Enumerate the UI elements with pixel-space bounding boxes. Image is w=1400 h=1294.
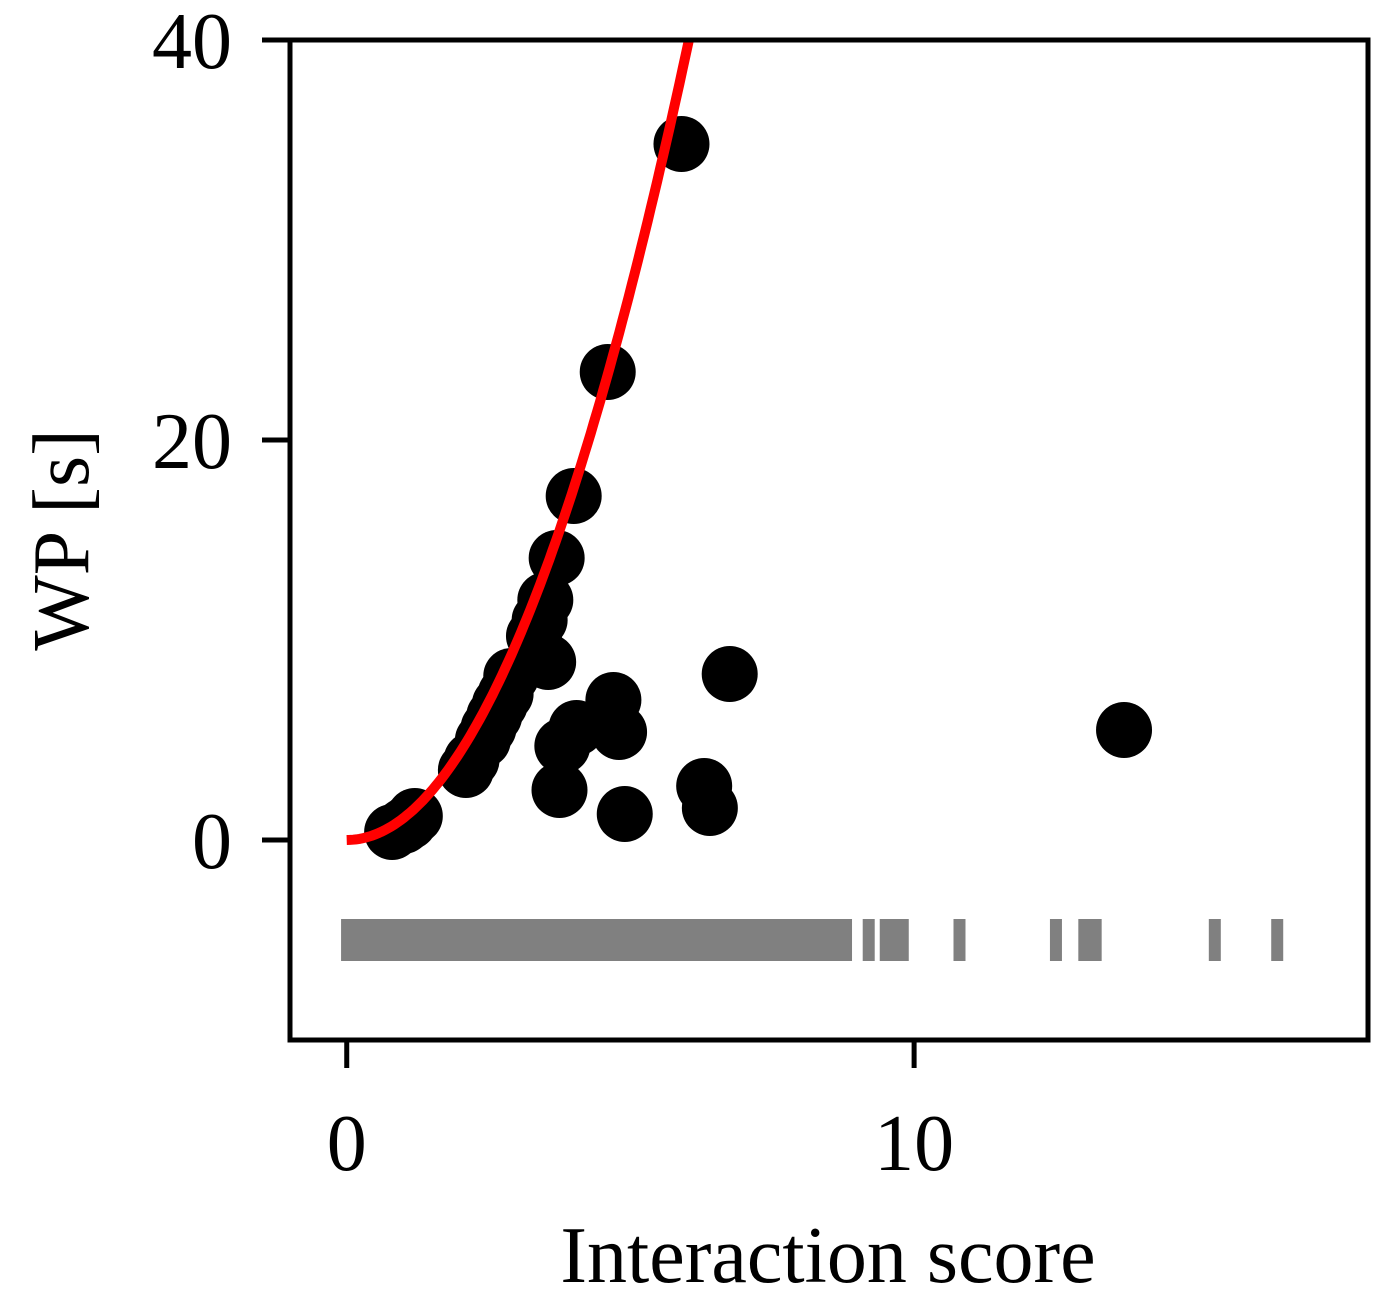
x-tick-label: 10 [874, 1100, 954, 1188]
data-points-layer [364, 116, 1153, 860]
x-tick-label: 0 [327, 1100, 367, 1188]
rug-tick [896, 919, 909, 961]
rug-tick [840, 919, 853, 961]
rug-tick [1089, 919, 1102, 961]
axis-ticks-layer: 0 10 0 20 40 [152, 0, 954, 1188]
rug-tick [1208, 919, 1221, 961]
y-axis-label: WP [s] [18, 429, 106, 650]
fit-curve [346, 40, 695, 845]
rug-tick [1049, 919, 1062, 961]
data-point [386, 788, 443, 844]
rug-tick [862, 919, 875, 961]
rug-tick [1271, 919, 1284, 961]
y-tick-label: 0 [192, 798, 232, 886]
fit-curve-layer [346, 40, 695, 845]
data-point [531, 762, 588, 818]
x-axis-label: Interaction score [560, 1212, 1095, 1294]
rug-band [341, 919, 818, 961]
data-point [596, 786, 653, 842]
rug-tick [953, 919, 966, 961]
data-point [701, 646, 758, 702]
data-point [520, 634, 577, 690]
data-point [681, 780, 738, 836]
y-tick-label: 40 [152, 0, 232, 86]
data-point [1096, 702, 1153, 758]
data-point [591, 704, 648, 760]
plot-frame [287, 37, 1371, 1043]
y-tick-label: 20 [152, 398, 232, 486]
rug-layer [341, 919, 1284, 961]
rug-tick [885, 919, 898, 961]
